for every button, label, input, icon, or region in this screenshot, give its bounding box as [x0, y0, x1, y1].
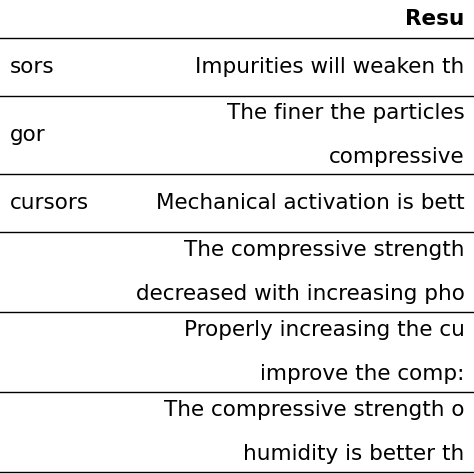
Text: decreased with increasing pho: decreased with increasing pho [136, 284, 465, 304]
Text: sors: sors [9, 57, 54, 77]
Text: Impurities will weaken th: Impurities will weaken th [195, 57, 465, 77]
Text: humidity is better th: humidity is better th [243, 445, 465, 465]
Text: The compressive strength o: The compressive strength o [164, 400, 465, 419]
Text: Properly increasing the cu: Properly increasing the cu [183, 319, 465, 339]
Text: improve the comp:: improve the comp: [260, 365, 465, 384]
Text: cursors: cursors [9, 193, 89, 213]
Text: The finer the particles: The finer the particles [227, 103, 465, 123]
Text: Mechanical activation is bett: Mechanical activation is bett [156, 193, 465, 213]
Text: gor: gor [9, 125, 45, 145]
Text: compressive: compressive [329, 147, 465, 167]
Text: Resu: Resu [405, 9, 465, 29]
Text: The compressive strength: The compressive strength [184, 239, 465, 260]
